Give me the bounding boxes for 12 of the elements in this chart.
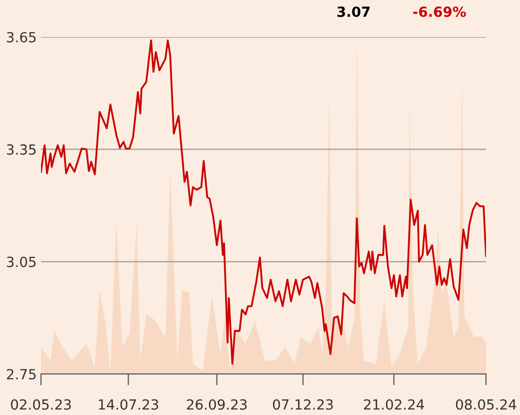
x-tick-label: 21.02.24 [364,399,424,410]
x-tick-label: 02.05.23 [10,399,71,410]
y-tick-label: 3.05 [6,256,36,268]
x-tick-label: 07.12.23 [272,399,333,410]
y-tick-label: 2.75 [6,368,36,380]
text: 3.07 [337,6,370,17]
y-tick-label: 3.65 [6,32,36,42]
x-tick-label: 14.07.23 [98,399,158,410]
x-tick-label: 08.05.24 [456,399,516,410]
y-tick-label: 3.35 [6,144,36,155]
x-tick-label: 26.09.23 [186,399,247,410]
text: -6.69% [413,6,466,17]
